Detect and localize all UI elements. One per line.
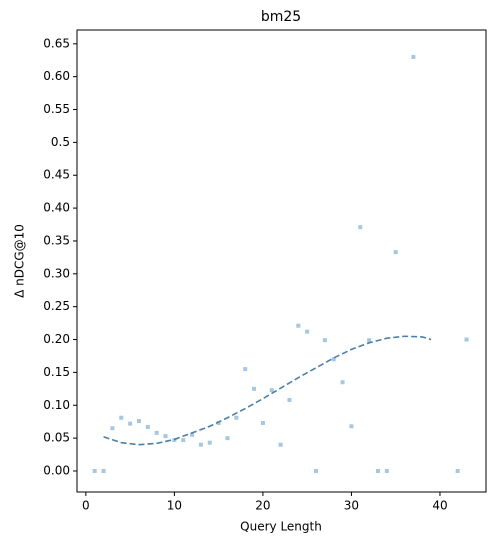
x-tick-label: 20 [255, 499, 270, 513]
scatter-point [234, 415, 239, 420]
scatter-point [216, 420, 221, 425]
scatter-point [136, 419, 141, 424]
y-tick-label: 0.5 [51, 135, 70, 149]
scatter-point [225, 436, 230, 441]
y-tick-label: 0.00 [43, 463, 70, 477]
scatter-point [367, 338, 372, 343]
scatter-point [278, 442, 283, 447]
scatter-point [340, 380, 345, 385]
y-tick-label: 0.20 [43, 332, 70, 346]
y-tick-label: 0.55 [43, 102, 70, 116]
trend-line [103, 335, 432, 446]
y-tick-label: 0.40 [43, 201, 70, 215]
scatter-point [181, 438, 186, 443]
scatter-point [322, 338, 327, 343]
scatter-point [154, 430, 159, 435]
y-tick-label: 0.30 [43, 266, 70, 280]
scatter-point [375, 468, 380, 473]
scatter-point [110, 426, 115, 431]
chart-title: bm25 [261, 9, 301, 25]
scatter-point [243, 367, 248, 372]
y-tick-label: 0.60 [43, 69, 70, 83]
scatter-point [331, 357, 336, 362]
scatter-point [101, 468, 106, 473]
y-tick-label: 0.35 [43, 233, 70, 247]
y-axis-label: Δ nDCG@10 [13, 224, 27, 298]
plot-frame [76, 29, 487, 493]
scatter-point [411, 54, 416, 59]
scatter-point [296, 323, 301, 328]
scatter-point [198, 442, 203, 447]
scatter-point [163, 434, 168, 439]
x-tick-label: 30 [344, 499, 359, 513]
scatter-point [384, 468, 389, 473]
scatter-point [269, 388, 274, 393]
scatter-point [349, 424, 354, 429]
scatter-point [128, 421, 133, 426]
y-tick-label: 0.15 [43, 365, 70, 379]
scatter-point [92, 468, 97, 473]
scatter-point [287, 397, 292, 402]
y-tick-label: 0.10 [43, 398, 70, 412]
x-tick-label: 0 [82, 499, 90, 513]
scatter-point [358, 225, 363, 230]
scatter-point [260, 420, 265, 425]
scatter-point [314, 468, 319, 473]
scatter-point [207, 440, 212, 445]
scatter-point [393, 250, 398, 255]
y-tick-label: 0.45 [43, 168, 70, 182]
scatter-point [305, 329, 310, 334]
y-tick-label: 0.05 [43, 431, 70, 445]
scatter-point [464, 337, 469, 342]
x-tick-label: 40 [432, 499, 447, 513]
scatter-point [190, 432, 195, 437]
scatter-point [145, 424, 150, 429]
scatter-point [455, 468, 460, 473]
y-tick-label: 0.65 [43, 36, 70, 50]
scatter-point [252, 386, 257, 391]
scatter-point [119, 415, 124, 420]
y-tick-label: 0.25 [43, 299, 70, 313]
x-tick-label: 10 [167, 499, 182, 513]
x-axis-label: Query Length [240, 520, 322, 534]
